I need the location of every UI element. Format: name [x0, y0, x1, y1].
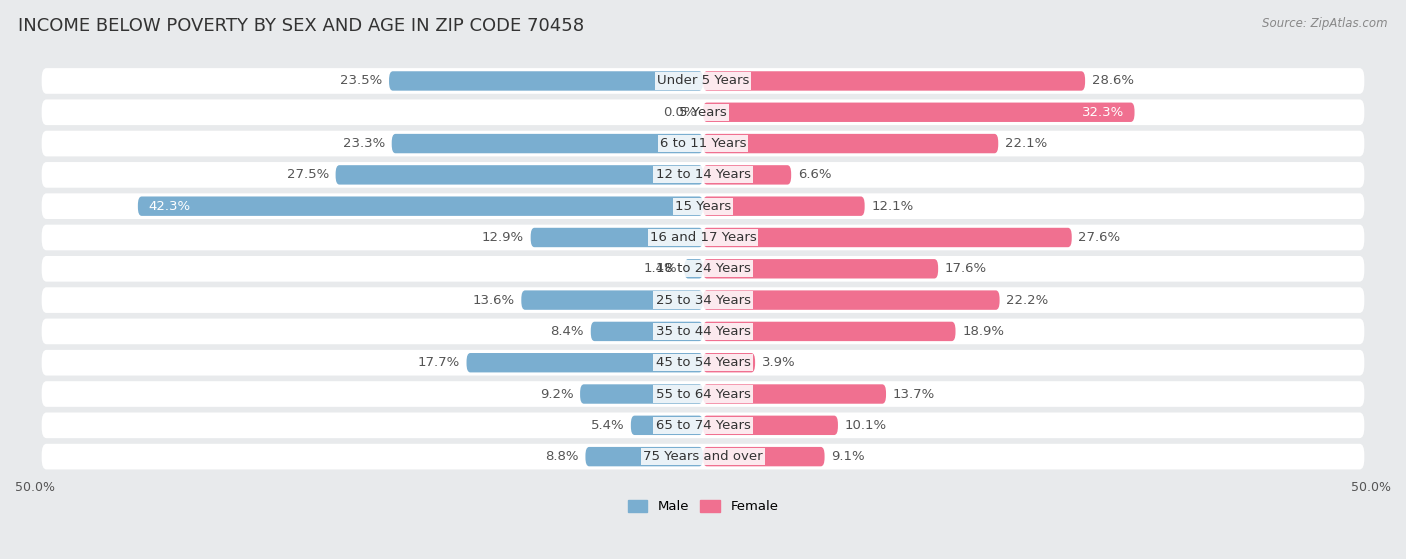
FancyBboxPatch shape: [581, 385, 703, 404]
Text: 23.5%: 23.5%: [340, 74, 382, 87]
Text: 35 to 44 Years: 35 to 44 Years: [655, 325, 751, 338]
FancyBboxPatch shape: [703, 71, 1085, 91]
Text: 9.2%: 9.2%: [540, 387, 574, 400]
FancyBboxPatch shape: [336, 165, 703, 184]
Text: INCOME BELOW POVERTY BY SEX AND AGE IN ZIP CODE 70458: INCOME BELOW POVERTY BY SEX AND AGE IN Z…: [18, 17, 585, 35]
FancyBboxPatch shape: [591, 321, 703, 341]
Text: 13.6%: 13.6%: [472, 293, 515, 306]
Text: 17.7%: 17.7%: [418, 356, 460, 369]
FancyBboxPatch shape: [42, 100, 1364, 125]
Text: 5 Years: 5 Years: [679, 106, 727, 119]
FancyBboxPatch shape: [42, 444, 1364, 470]
FancyBboxPatch shape: [703, 447, 824, 466]
Text: 9.1%: 9.1%: [831, 450, 865, 463]
FancyBboxPatch shape: [703, 416, 838, 435]
Text: 12 to 14 Years: 12 to 14 Years: [655, 168, 751, 181]
FancyBboxPatch shape: [42, 413, 1364, 438]
FancyBboxPatch shape: [42, 381, 1364, 407]
Legend: Male, Female: Male, Female: [623, 495, 783, 519]
Text: 22.2%: 22.2%: [1007, 293, 1049, 306]
FancyBboxPatch shape: [703, 385, 886, 404]
Text: 0.0%: 0.0%: [662, 106, 696, 119]
Text: 6.6%: 6.6%: [797, 168, 831, 181]
Text: 5.4%: 5.4%: [591, 419, 624, 432]
Text: 3.9%: 3.9%: [762, 356, 796, 369]
FancyBboxPatch shape: [703, 321, 956, 341]
FancyBboxPatch shape: [522, 290, 703, 310]
FancyBboxPatch shape: [389, 71, 703, 91]
Text: 12.9%: 12.9%: [482, 231, 524, 244]
Text: 28.6%: 28.6%: [1092, 74, 1133, 87]
FancyBboxPatch shape: [42, 319, 1364, 344]
Text: 27.6%: 27.6%: [1078, 231, 1121, 244]
FancyBboxPatch shape: [703, 102, 1135, 122]
FancyBboxPatch shape: [42, 131, 1364, 157]
FancyBboxPatch shape: [703, 134, 998, 153]
FancyBboxPatch shape: [42, 287, 1364, 313]
FancyBboxPatch shape: [42, 225, 1364, 250]
Text: 42.3%: 42.3%: [149, 200, 191, 212]
FancyBboxPatch shape: [42, 350, 1364, 376]
Text: 55 to 64 Years: 55 to 64 Years: [655, 387, 751, 400]
FancyBboxPatch shape: [585, 447, 703, 466]
FancyBboxPatch shape: [703, 196, 865, 216]
Text: 32.3%: 32.3%: [1081, 106, 1123, 119]
Text: Under 5 Years: Under 5 Years: [657, 74, 749, 87]
Text: 12.1%: 12.1%: [872, 200, 914, 212]
Text: 16 and 17 Years: 16 and 17 Years: [650, 231, 756, 244]
Text: 15 Years: 15 Years: [675, 200, 731, 212]
Text: 75 Years and over: 75 Years and over: [643, 450, 763, 463]
Text: 18.9%: 18.9%: [962, 325, 1004, 338]
FancyBboxPatch shape: [703, 228, 1071, 247]
Text: 22.1%: 22.1%: [1005, 137, 1047, 150]
FancyBboxPatch shape: [42, 256, 1364, 282]
Text: 13.7%: 13.7%: [893, 387, 935, 400]
FancyBboxPatch shape: [703, 290, 1000, 310]
FancyBboxPatch shape: [703, 259, 938, 278]
FancyBboxPatch shape: [685, 259, 703, 278]
Text: Source: ZipAtlas.com: Source: ZipAtlas.com: [1263, 17, 1388, 30]
FancyBboxPatch shape: [467, 353, 703, 372]
FancyBboxPatch shape: [42, 193, 1364, 219]
FancyBboxPatch shape: [392, 134, 703, 153]
Text: 27.5%: 27.5%: [287, 168, 329, 181]
Text: 45 to 54 Years: 45 to 54 Years: [655, 356, 751, 369]
FancyBboxPatch shape: [42, 68, 1364, 94]
Text: 23.3%: 23.3%: [343, 137, 385, 150]
Text: 8.4%: 8.4%: [551, 325, 583, 338]
FancyBboxPatch shape: [703, 353, 755, 372]
FancyBboxPatch shape: [530, 228, 703, 247]
FancyBboxPatch shape: [631, 416, 703, 435]
Text: 8.8%: 8.8%: [546, 450, 579, 463]
Text: 6 to 11 Years: 6 to 11 Years: [659, 137, 747, 150]
FancyBboxPatch shape: [138, 196, 703, 216]
Text: 1.4%: 1.4%: [644, 262, 678, 275]
Text: 65 to 74 Years: 65 to 74 Years: [655, 419, 751, 432]
FancyBboxPatch shape: [703, 165, 792, 184]
Text: 17.6%: 17.6%: [945, 262, 987, 275]
Text: 25 to 34 Years: 25 to 34 Years: [655, 293, 751, 306]
Text: 10.1%: 10.1%: [845, 419, 887, 432]
Text: 18 to 24 Years: 18 to 24 Years: [655, 262, 751, 275]
FancyBboxPatch shape: [42, 162, 1364, 188]
